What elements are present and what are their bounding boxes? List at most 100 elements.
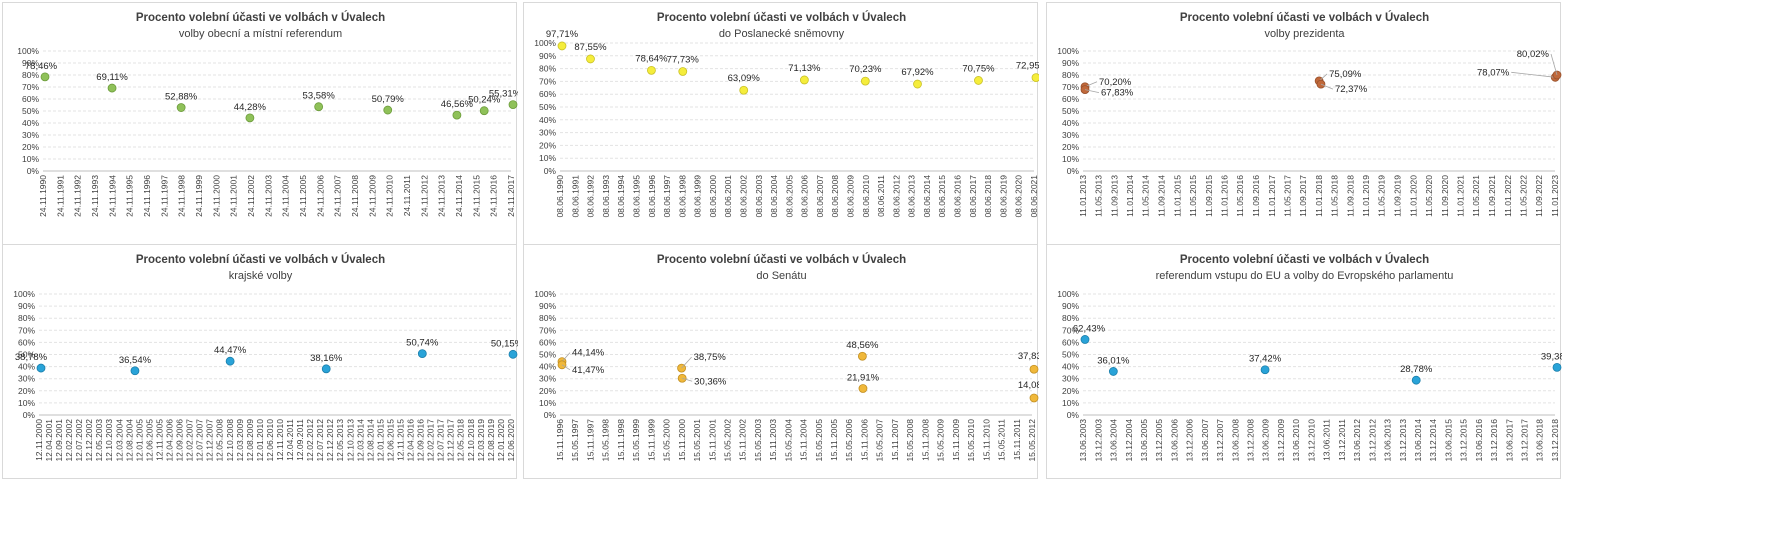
x-tick-label: 15.05.2008: [905, 419, 915, 462]
x-tick-label: 24.11.2016: [489, 175, 499, 217]
x-tick-label: 24.11.2013: [437, 175, 447, 217]
y-tick-label: 40%: [539, 115, 556, 125]
x-tick-label: 12.05.2018: [456, 419, 466, 462]
x-tick-label: 24.11.2006: [315, 175, 325, 217]
data-point: [383, 105, 393, 115]
y-tick-label: 40%: [539, 362, 556, 372]
x-tick-label: 12.01.2005: [134, 419, 144, 462]
x-tick-label: 13.12.2016: [1489, 419, 1499, 462]
data-point: [130, 366, 140, 376]
x-tick-label: 12.04.2006: [164, 419, 174, 462]
x-tick-label: 24.11.2009: [367, 175, 377, 217]
x-tick-label: 12.10.2013: [345, 419, 355, 462]
x-tick-label: 08.06.1996: [647, 175, 657, 218]
x-tick-label: 15.11.2009: [951, 419, 961, 461]
x-tick-label: 11.01.2013: [1078, 175, 1088, 217]
x-tick-label: 08.06.2010: [861, 175, 871, 218]
x-tick-label: 12.04.2001: [44, 419, 54, 462]
x-tick-label: 08.06.2014: [922, 175, 932, 218]
x-tick-label: 13.12.2011: [1337, 419, 1347, 461]
chart-title: Procento volební účasti ve volbách v Úva…: [657, 253, 906, 266]
x-tick-label: 15.11.2000: [677, 419, 687, 461]
chart-svg: Procento volební účasti ve volbách v Úva…: [534, 11, 1039, 218]
data-point: [1260, 365, 1270, 375]
y-tick-label: 20%: [539, 386, 556, 396]
x-tick-label: 13.06.2006: [1169, 419, 1179, 462]
x-tick-label: 13.06.2014: [1413, 419, 1423, 462]
data-label: 52,88%: [165, 92, 198, 103]
x-tick-label: 11.09.2015: [1204, 175, 1214, 217]
x-tick-label: 15.05.2006: [844, 419, 854, 462]
x-tick-label: 08.06.1993: [601, 175, 611, 218]
y-tick-label: 30%: [539, 374, 556, 384]
y-tick-label: 40%: [18, 362, 35, 372]
data-label: 30,36%: [694, 376, 727, 387]
data-label: 78,46%: [25, 61, 58, 72]
data-label: 78,07%: [1477, 67, 1510, 78]
data-point: [508, 349, 518, 359]
y-tick-label: 90%: [22, 58, 39, 68]
x-tick-label: 13.12.2017: [1520, 419, 1530, 462]
y-tick-label: 30%: [1062, 130, 1079, 140]
x-tick-label: 12.10.2018: [466, 419, 476, 462]
chart-panel-municipal: Procento volební účasti ve volbách v Úva…: [2, 2, 518, 267]
y-tick-label: 30%: [539, 128, 556, 138]
x-tick-label: 08.06.2015: [937, 175, 947, 218]
x-tick-label: 08.06.2018: [983, 175, 993, 218]
data-point: [452, 110, 462, 120]
x-tick-label: 15.05.2003: [753, 419, 763, 462]
x-tick-label: 13.12.2003: [1093, 419, 1103, 462]
y-tick-label: 80%: [22, 70, 39, 80]
data-point: [1552, 362, 1562, 372]
data-point: [678, 67, 688, 76]
data-point: [974, 76, 983, 85]
x-tick-label: 15.05.1998: [601, 419, 611, 462]
x-tick-label: 15.05.2011: [996, 419, 1006, 461]
x-tick-label: 24.11.2002: [246, 175, 256, 217]
x-tick-label: 11.01.2020: [1408, 175, 1418, 217]
data-point: [1029, 393, 1039, 403]
y-tick-label: 90%: [539, 301, 556, 311]
x-tick-label: 12.04.2016: [406, 419, 416, 462]
x-tick-label: 15.11.2011: [1012, 419, 1022, 461]
data-point: [107, 83, 117, 93]
y-tick-label: 10%: [22, 154, 39, 164]
data-label: 53,58%: [303, 91, 336, 102]
x-tick-label: 12.02.2017: [426, 419, 436, 462]
y-tick-label: 40%: [1062, 118, 1079, 128]
leader-line: [561, 364, 571, 371]
x-tick-label: 24.11.1990: [38, 175, 48, 217]
data-point: [860, 76, 870, 86]
x-tick-label: 15.11.2001: [707, 419, 717, 461]
y-tick-label: 10%: [1062, 398, 1079, 408]
x-tick-label: 11.09.2016: [1251, 175, 1261, 217]
data-label: 14,08%: [1018, 380, 1039, 391]
data-label: 50,24%: [468, 95, 501, 106]
chart-panel-eu: Procento volební účasti ve volbách v Úva…: [1046, 244, 1562, 479]
data-point: [1108, 367, 1118, 376]
x-tick-label: 24.11.2010: [385, 175, 395, 217]
y-tick-label: 10%: [1062, 154, 1079, 164]
data-label: 70,23%: [849, 64, 882, 75]
x-tick-label: 08.06.2016: [953, 175, 963, 218]
y-tick-label: 80%: [539, 64, 556, 74]
x-tick-label: 11.05.2018: [1330, 175, 1340, 217]
x-tick-label: 08.06.1998: [677, 175, 687, 218]
y-tick-label: 80%: [1062, 70, 1079, 80]
chart-svg: Procento volební účasti ve volbách v Úva…: [534, 253, 1039, 462]
x-tick-label: 15.11.1996: [555, 419, 565, 461]
data-point: [739, 85, 749, 95]
data-point: [417, 349, 427, 359]
x-tick-label: 12.07.2012: [315, 419, 325, 462]
y-tick-label: 0%: [27, 166, 40, 176]
x-tick-label: 08.06.1991: [570, 175, 580, 218]
y-tick-label: 60%: [539, 337, 556, 347]
x-tick-label: 13.06.2016: [1474, 419, 1484, 462]
x-tick-label: 24.11.1997: [159, 175, 169, 217]
x-tick-label: 12.05.2003: [94, 419, 104, 462]
data-label: 71,13%: [788, 63, 821, 74]
y-tick-label: 70%: [1062, 325, 1079, 335]
chart-title: Procento volební účasti ve volbách v Úva…: [1180, 253, 1429, 266]
x-tick-label: 13.12.2014: [1428, 419, 1438, 462]
x-tick-label: 11.05.2020: [1424, 175, 1434, 217]
